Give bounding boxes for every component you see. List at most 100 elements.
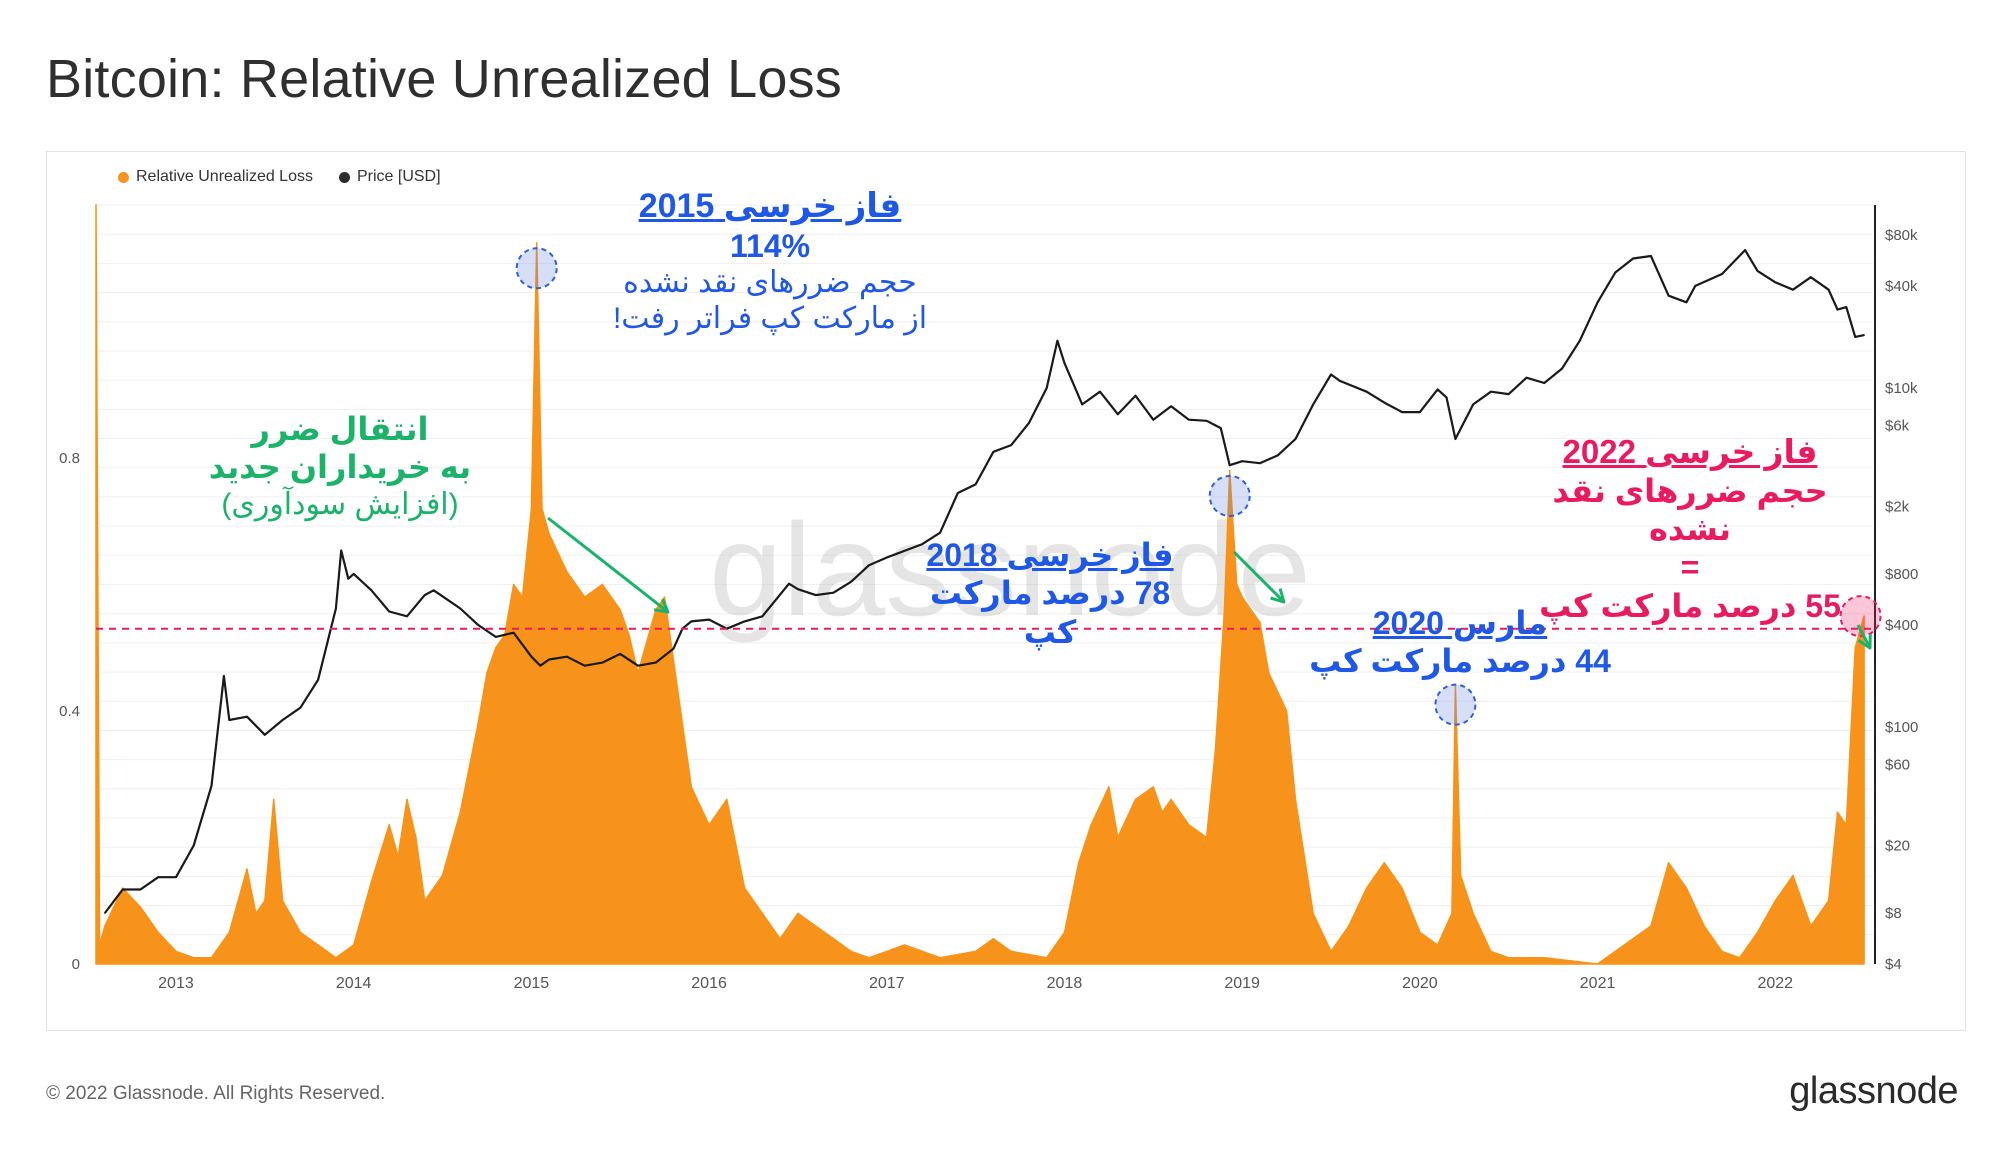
- annotation-bear-2015-value: 114%: [729, 227, 811, 264]
- annotation-bear-2015-line1: حجم ضررهای نقد نشده: [623, 266, 917, 300]
- price-point: [495, 636, 497, 638]
- y-right-tick-label: $8: [1885, 905, 1902, 922]
- price-point: [1694, 285, 1697, 287]
- x-tick-label: 2014: [336, 975, 372, 992]
- loss-point: [388, 824, 391, 826]
- price-point: [921, 543, 924, 545]
- legend-item-price[interactable]: Price [USD]: [338, 168, 441, 186]
- y-right-tick-label: $800: [1885, 566, 1918, 583]
- price-point: [139, 888, 142, 891]
- price-point: [1330, 373, 1332, 376]
- loss-point: [1845, 824, 1848, 826]
- legend-label-loss: Relative Unrealized Loss: [136, 168, 313, 185]
- loss-point: [1459, 874, 1462, 877]
- arrow-2022-head: [1857, 633, 1872, 650]
- price-point: [246, 715, 248, 718]
- loss-point: [1836, 811, 1839, 813]
- loss-point: [1116, 836, 1119, 839]
- price-point: [1854, 336, 1857, 338]
- watermark: glassnode: [709, 496, 1311, 643]
- loss-point: [1312, 912, 1315, 915]
- loss-point: [1134, 798, 1137, 801]
- loss-point: [1543, 956, 1546, 959]
- annotation-bear-2018-line1: 78 درصد مارکت کپ: [929, 575, 1171, 650]
- price-point: [1792, 288, 1794, 291]
- price-point: [885, 556, 888, 559]
- annotation-bear-2018: فاز خرسی 2018 78 درصد مارکت کپ: [900, 536, 1200, 651]
- price-point: [1220, 427, 1222, 429]
- loss-point: [583, 596, 586, 598]
- price-point: [1525, 376, 1528, 379]
- annotation-transfer-line2: به خریداران جدید: [208, 449, 472, 486]
- loss-point: [352, 944, 355, 946]
- loss-point: [1685, 887, 1688, 889]
- price-point: [432, 589, 435, 592]
- price-point: [210, 784, 213, 787]
- loss-point: [477, 722, 479, 725]
- loss-point: [1365, 887, 1368, 889]
- price-point: [957, 492, 959, 494]
- loss-point: [210, 956, 213, 959]
- loss-point: [1259, 621, 1261, 624]
- price-point: [1507, 393, 1510, 395]
- annotation-march-2020-title: مارس 2020: [1372, 605, 1548, 641]
- x-tick-label: 2016: [691, 975, 727, 992]
- loss-point: [335, 956, 337, 959]
- annotation-transfer: انتقال ضرر به خریداران جدید (افزایش سودآ…: [190, 410, 490, 523]
- loss-point: [1863, 615, 1865, 617]
- loss-point: [1810, 925, 1812, 927]
- price-point: [1365, 390, 1368, 393]
- price-point: [175, 876, 177, 879]
- price-line: [104, 249, 1865, 914]
- price-point: [566, 655, 568, 658]
- y-left-tick-label: 0: [72, 956, 80, 973]
- loss-point: [1507, 956, 1510, 959]
- price-point: [1454, 438, 1457, 440]
- x-tick-label: 2021: [1580, 975, 1616, 992]
- price-point: [1045, 387, 1048, 389]
- loss-point: [1228, 469, 1231, 472]
- price-point: [539, 664, 542, 667]
- x-tick-label: 2020: [1402, 975, 1438, 992]
- page-title: Bitcoin: Relative Unrealized Loss: [46, 49, 842, 109]
- price-point: [1650, 255, 1652, 257]
- price-point: [637, 664, 639, 667]
- loss-point: [1756, 931, 1759, 934]
- loss-point: [974, 950, 977, 953]
- price-point: [157, 876, 159, 879]
- price-point: [1596, 301, 1599, 304]
- loss-point: [1738, 956, 1741, 959]
- loss-point: [1250, 609, 1252, 611]
- loss-point: [939, 956, 941, 959]
- price-point: [814, 594, 817, 596]
- annotation-bear-2022: فاز خرسی 2022 حجم ضررهای نقد نشده = 55 د…: [1520, 432, 1860, 625]
- price-point: [477, 624, 479, 626]
- loss-point: [1152, 786, 1155, 788]
- loss-point: [299, 931, 302, 934]
- loss-point: [619, 609, 622, 611]
- price-point: [1632, 257, 1634, 260]
- annotation-bear-2015: فاز خرسی 2015 114% حجم ضررهای نقد نشده ا…: [560, 186, 980, 337]
- loss-point: [1774, 899, 1777, 902]
- loss-point: [1077, 862, 1080, 864]
- annotation-bear-2015-title: فاز خرسی 2015: [638, 187, 902, 225]
- price-point: [1383, 401, 1386, 404]
- price-point: [192, 844, 195, 847]
- loss-point: [530, 507, 533, 510]
- loss-point: [1383, 862, 1386, 864]
- loss-point: [761, 912, 764, 915]
- loss-point: [726, 798, 728, 801]
- legend-item-loss[interactable]: Relative Unrealized Loss: [118, 168, 313, 186]
- loss-point: [423, 899, 426, 902]
- loss-point: [779, 937, 781, 940]
- y-left-tick-label: 0.8: [59, 450, 80, 467]
- price-point: [317, 678, 319, 681]
- price-point: [832, 591, 835, 594]
- loss-point: [1721, 950, 1723, 953]
- loss-point: [1285, 710, 1288, 712]
- y-right-tick-label: $60: [1885, 757, 1910, 774]
- loss-point: [1236, 583, 1238, 586]
- price-point: [548, 658, 550, 661]
- loss-point: [628, 634, 630, 636]
- price-point: [743, 620, 746, 623]
